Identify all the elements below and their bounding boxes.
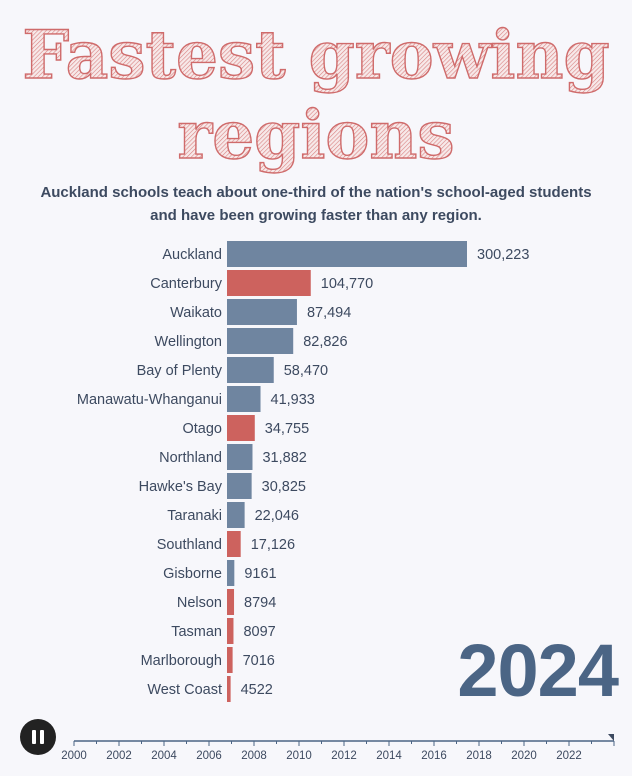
value-label: 41,933 [271,392,315,408]
bar [227,502,245,528]
category-label: West Coast [147,682,222,698]
bar [227,647,233,673]
timeline-tick-label: 2000 [61,750,87,762]
category-label: Nelson [177,595,222,611]
value-label: 9161 [244,566,276,582]
bar [227,444,253,470]
category-label: Wellington [155,334,222,350]
timeline-tick-label: 2004 [151,750,177,762]
value-label: 58,470 [284,363,328,379]
value-label: 31,882 [262,450,306,466]
value-label: 300,223 [477,247,529,263]
category-label: Tasman [171,624,222,640]
category-label: Manawatu-Whanganui [77,392,222,408]
category-label: Northland [159,450,222,466]
bar [227,386,261,412]
title-line-2: regions [177,96,454,174]
timeline-tick-label: 2022 [556,750,582,762]
bar [227,618,234,644]
value-label: 8097 [243,624,275,640]
category-label: Marlborough [141,653,222,669]
value-label: 22,046 [255,508,299,524]
category-label: Auckland [162,247,222,263]
pause-icon-bar [40,730,44,744]
value-label: 30,825 [262,479,306,495]
value-label: 87,494 [307,305,351,321]
category-label: Southland [157,537,222,553]
timeline-tick-label: 2012 [331,750,357,762]
value-label: 17,126 [251,537,295,553]
title-line-1: Fastest growing [22,16,609,94]
timeline-tick-label: 2014 [376,750,402,762]
value-label: 34,755 [265,421,309,437]
bar [227,270,311,296]
value-label: 4522 [241,682,273,698]
timeline-tick-label: 2008 [241,750,267,762]
value-label: 82,826 [303,334,347,350]
bar [227,473,252,499]
category-label: Bay of Plenty [137,363,223,379]
bar [227,415,255,441]
subtitle-line-1: Auckland schools teach about one-third o… [40,184,592,201]
pause-icon [32,730,36,744]
subtitle-line-2: and have been growing faster than any re… [150,207,482,224]
category-label: Taranaki [167,508,222,524]
timeline[interactable]: 2000 2002 2004 2006 2008 2010 2012 2014 2016 2018… [61,734,615,762]
bar [227,357,274,383]
bar [227,531,241,557]
timeline-handle[interactable] [608,734,614,741]
timeline-tick-label: 2002 [106,750,132,762]
timeline-tick-label: 2010 [286,750,312,762]
category-label: Waikato [170,305,222,321]
bar [227,589,235,615]
category-label: Otago [183,421,223,437]
category-label: Hawke's Bay [139,479,223,495]
timeline-tick-label: 2020 [511,750,537,762]
bars-layer: Auckland 300,223 Canterbury 104,770 Waikato 8… [77,241,529,702]
bar [227,241,467,267]
value-label: 104,770 [321,276,373,292]
category-label: Gisborne [163,566,222,582]
category-label: Canterbury [150,276,222,292]
bar [227,560,235,586]
timeline-tick-label: 2016 [421,750,447,762]
timeline-tick-label: 2006 [196,750,222,762]
bar [227,328,294,354]
chart-title: Fastest growing regions [22,15,611,174]
bar [227,676,231,702]
current-year: 2024 [457,629,619,712]
value-label: 8794 [244,595,276,611]
pause-button[interactable] [20,719,56,755]
bar [227,299,297,325]
value-label: 7016 [243,653,275,669]
timeline-tick-label: 2018 [466,750,492,762]
